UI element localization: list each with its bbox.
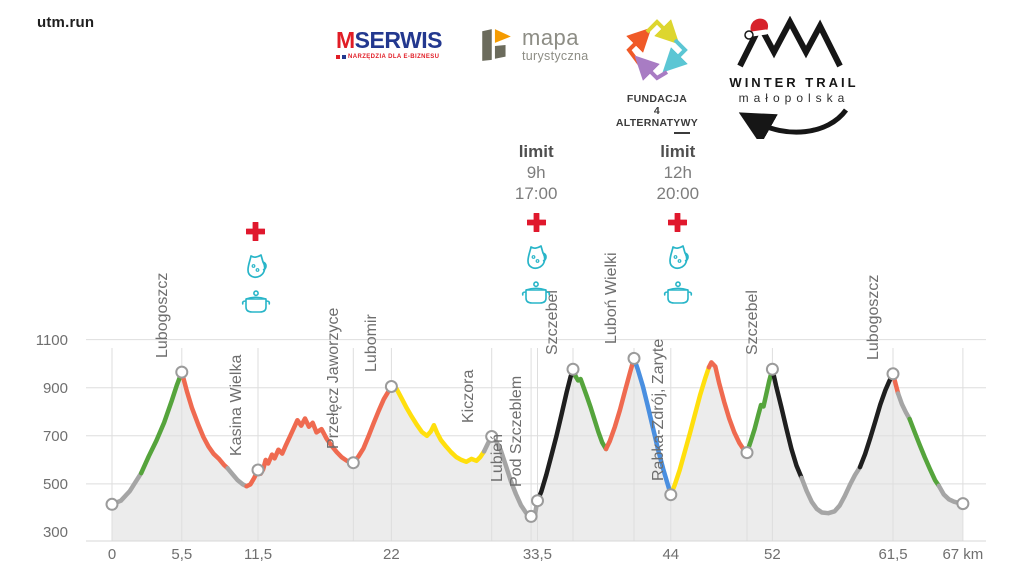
trail-segment-blue — [631, 356, 674, 497]
checkpoint-marker — [384, 380, 398, 393]
checkpoint-marker — [346, 456, 360, 470]
trail-segment-green — [138, 369, 185, 476]
winter-trail-mountains-icon — [737, 15, 843, 68]
mapa-turystyczna-icon — [482, 29, 511, 61]
checkpoint-marker — [531, 494, 544, 508]
checkpoint-marker — [740, 446, 754, 460]
elevation-area-fill — [112, 358, 963, 541]
checkpoint-marker — [105, 497, 119, 511]
winter-trail-arrow-icon — [738, 108, 849, 145]
trail-segment-green — [907, 416, 942, 489]
checkpoint-marker — [627, 351, 641, 365]
mserwis-tagline: NARZĘDZIA DLA E-BIZNESU — [336, 54, 446, 60]
mapa-turystyczna-wordmark: mapa turystyczna — [522, 25, 589, 64]
fundacja-diamond-arrows-icon — [626, 19, 688, 81]
fundacja-4-alternatywy-logo: FUNDACJA 4 ALTERNATYWY — [612, 16, 702, 134]
trail-segment-yellow — [668, 365, 712, 497]
trail-segment-red — [706, 360, 750, 455]
mserwis-wordmark: MSERWIS — [336, 27, 443, 53]
trail-segment-green — [744, 366, 775, 455]
checkpoint-marker — [956, 497, 970, 511]
checkpoint-marker — [765, 362, 779, 376]
trail-segment-red — [179, 369, 230, 471]
fundacja-underline — [674, 132, 690, 134]
mapa-turystyczna-logo: mapa turystyczna — [478, 27, 589, 63]
checkpoint-marker — [524, 509, 538, 523]
site-name: utm.run — [37, 14, 95, 31]
trail-segment-red — [603, 356, 637, 452]
checkpoint-marker — [566, 362, 580, 376]
trail-segment-black — [770, 366, 804, 481]
checkpoint-marker — [485, 430, 499, 443]
checkpoint-marker — [886, 367, 900, 381]
trail-segment-yellow — [389, 384, 487, 465]
checkpoint-marker — [664, 488, 678, 502]
trail-segment-gray — [799, 464, 863, 516]
mserwis-logo: MSERWIS NARZĘDZIA DLA E-BIZNESU — [336, 29, 446, 60]
mserwis-square-red — [336, 55, 340, 59]
checkpoint-marker — [175, 365, 189, 379]
winter-trail-malopolska-logo: WINTER TRAIL małopolska — [728, 15, 860, 145]
trail-segment-green — [573, 373, 609, 452]
trail-segment-red — [244, 384, 394, 489]
mserwis-square-navy — [342, 55, 346, 59]
trail-segment-gray — [895, 391, 912, 422]
trail-segment-black — [857, 371, 896, 470]
checkpoint-marker — [251, 463, 265, 477]
fundacja-wordmark: FUNDACJA 4 ALTERNATYWY — [615, 93, 699, 129]
trail-segment-gray — [225, 466, 249, 489]
